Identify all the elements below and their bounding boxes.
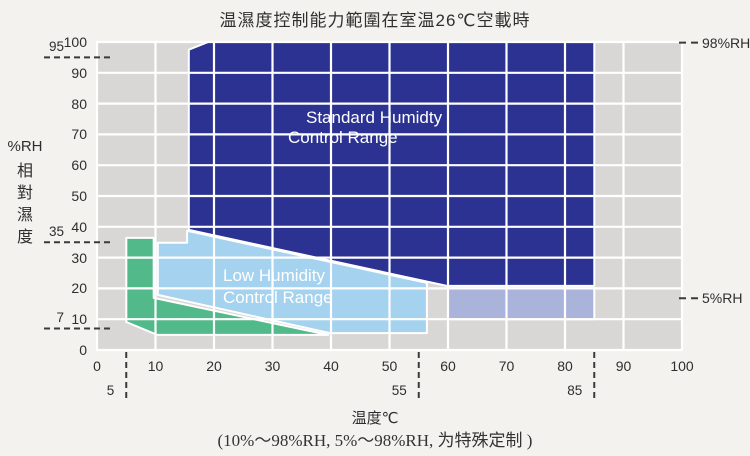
y-tick-40: 40 xyxy=(71,218,87,235)
y-tick-90: 90 xyxy=(71,64,87,81)
y-axis-title: %RH 相對濕度 xyxy=(2,138,48,249)
x-mark-label-5: 5 xyxy=(106,383,115,398)
y-tick-10: 10 xyxy=(71,311,87,328)
y-axis-unit: %RH xyxy=(7,138,43,155)
x-tick-0: 0 xyxy=(93,358,101,374)
standard-range-label-line2: Control Range xyxy=(288,128,398,147)
x-mark-label-55: 55 xyxy=(391,383,407,398)
low-range-label-line2: Control Range xyxy=(223,288,333,307)
x-tick-70: 70 xyxy=(498,358,515,374)
y-axis-label-cjk: 相對濕度 xyxy=(16,163,33,246)
x-mark-label-85: 85 xyxy=(567,383,583,398)
x-tick-40: 40 xyxy=(323,358,339,374)
x-tick-60: 60 xyxy=(440,358,456,374)
y-tick-100: 100 xyxy=(63,34,87,50)
x-tick-90: 90 xyxy=(615,358,632,374)
x-tick-80: 80 xyxy=(557,358,573,374)
region-low-humidity-range xyxy=(156,229,428,335)
x-tick-20: 20 xyxy=(206,358,222,374)
y-tick-30: 30 xyxy=(71,249,87,266)
right-annotation-label-1: 5%RH xyxy=(702,290,743,307)
y-tick-80: 80 xyxy=(71,95,87,112)
y-tick-20: 20 xyxy=(71,280,87,297)
y-tick-50: 50 xyxy=(71,188,87,204)
x-tick-100: 100 xyxy=(670,358,694,374)
x-tick-50: 50 xyxy=(381,358,398,374)
low-range-label-line1: Low Humidity xyxy=(223,266,326,285)
chart-title: 温濕度控制能力範圍在室温26℃空載時 xyxy=(219,11,531,30)
footer-note: (10%～98%RH, 5%～98%RH, 为特殊定制 ) xyxy=(217,431,533,450)
right-annotation-label-0: 98%RH xyxy=(702,34,750,51)
standard-range-label-line1: Standard Humidty xyxy=(306,108,443,127)
region-green-extended-low-range xyxy=(125,236,330,336)
y-mark-label-35: 35 xyxy=(48,224,64,240)
y-tick-70: 70 xyxy=(71,126,87,143)
y-mark-label-7: 7 xyxy=(56,310,64,326)
x-axis-title: 温度℃ xyxy=(351,410,399,427)
y-mark-label-95: 95 xyxy=(48,39,64,55)
y-tick-0: 0 xyxy=(79,342,87,358)
x-tick-10: 10 xyxy=(147,358,164,374)
x-tick-30: 30 xyxy=(264,358,281,374)
y-tick-60: 60 xyxy=(71,157,87,174)
